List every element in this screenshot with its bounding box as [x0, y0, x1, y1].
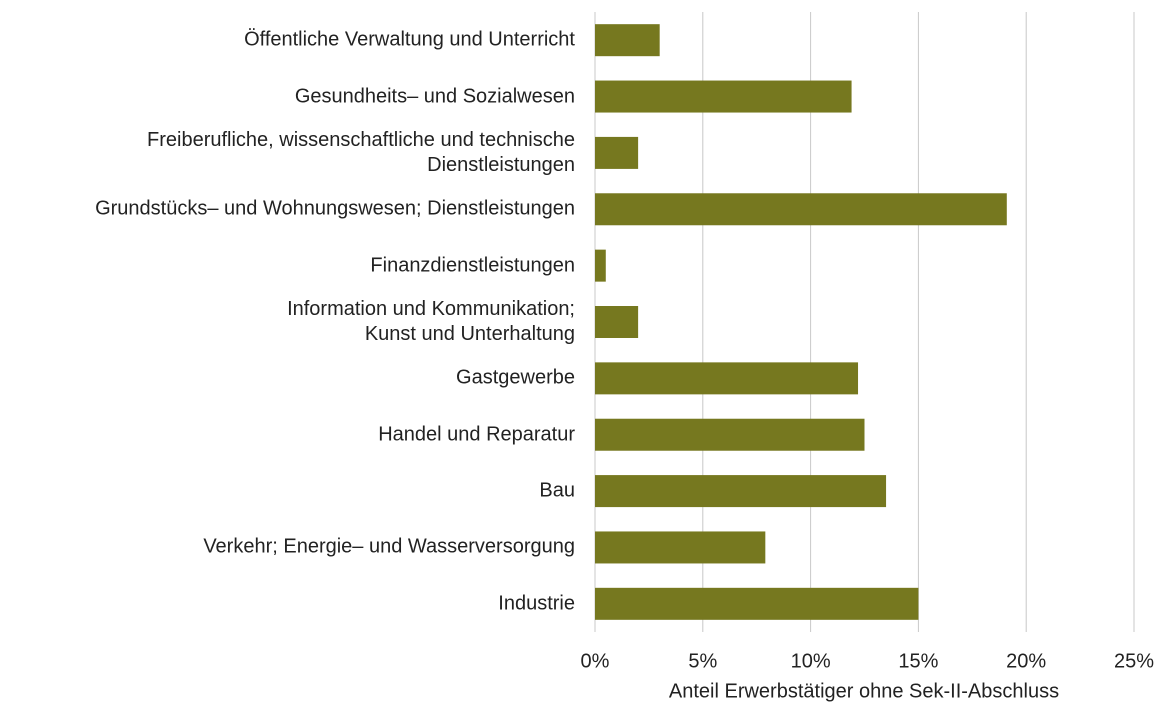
- y-tick-label: Handel und Reparatur: [378, 423, 575, 446]
- bar: [595, 193, 1007, 226]
- y-tick-label: Freiberufliche, wissenschaftliche und te…: [147, 128, 575, 176]
- y-tick-label: Industrie: [498, 592, 575, 615]
- y-tick-label: Bau: [539, 479, 575, 502]
- x-tick-label: 20%: [1006, 650, 1046, 672]
- x-tick-label: 15%: [898, 650, 938, 672]
- bar: [595, 475, 887, 508]
- bar: [595, 587, 919, 620]
- x-axis-title: Anteil Erwerbstätiger ohne Sek-II-Abschl…: [669, 680, 1059, 702]
- x-tick-label: 25%: [1114, 650, 1154, 672]
- y-tick-label: Gesundheits– und Sozialwesen: [294, 85, 575, 108]
- x-tick-label: 0%: [581, 650, 610, 672]
- x-tick-label: 10%: [791, 650, 831, 672]
- y-tick-label: Grundstücks– und Wohnungswesen; Dienstle…: [95, 197, 575, 220]
- x-tick-label: 5%: [688, 650, 717, 672]
- bar: [595, 418, 865, 451]
- bar: [595, 531, 766, 564]
- bar: [595, 80, 852, 113]
- y-tick-label: Verkehr; Energie– und Wasserversorgung: [203, 535, 575, 558]
- y-tick-label: Information und Kommunikation; Kunst und…: [287, 298, 575, 345]
- y-tick-label: Gastgewerbe: [456, 366, 575, 389]
- y-tick-label: Öffentliche Verwaltung und Unterricht: [244, 28, 575, 51]
- bar: [595, 136, 639, 169]
- bar: [595, 362, 859, 395]
- bar: [595, 249, 606, 282]
- bar: [595, 306, 639, 338]
- y-tick-label: Finanzdienstleistungen: [370, 254, 575, 277]
- bar: [595, 24, 660, 57]
